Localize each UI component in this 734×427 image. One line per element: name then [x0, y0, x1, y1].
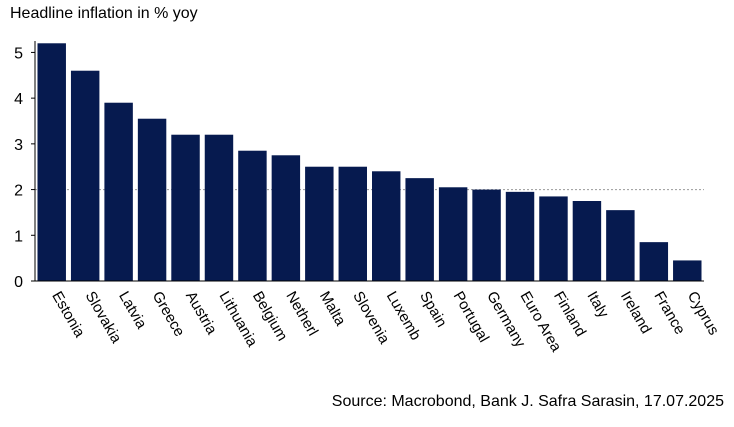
x-tick-label: Italy: [583, 289, 612, 322]
bar-slovenia: [338, 166, 367, 281]
bar-cyprus: [673, 260, 702, 281]
bar-austria: [171, 134, 200, 281]
y-tick-label: 0: [14, 274, 23, 291]
bar-greece: [137, 118, 167, 281]
x-tick-label: Cyprus: [684, 289, 722, 339]
bar-belgium: [238, 150, 267, 281]
bar-latvia: [104, 102, 133, 281]
chart-title: Headline inflation in % yoy: [10, 5, 198, 22]
source-note: Source: Macrobond, Bank J. Safra Sarasin…: [331, 393, 724, 410]
bar-luxemb: [372, 171, 401, 281]
y-tick-label: 4: [14, 91, 23, 108]
y-tick-label: 1: [14, 228, 23, 245]
x-tick-label: Latvia: [115, 289, 150, 333]
bar-lithuania: [204, 134, 234, 281]
bar-netherl: [271, 155, 301, 281]
bar-ireland: [606, 210, 635, 281]
bar-slovakia: [70, 70, 100, 281]
bar-italy: [572, 201, 602, 281]
x-tick-label: France: [650, 289, 688, 338]
bar-euro-area: [505, 191, 535, 281]
bar-portugal: [438, 187, 468, 281]
y-tick-label: 5: [14, 45, 23, 62]
bar-malta: [305, 166, 334, 281]
bar-germany: [472, 189, 501, 281]
bar-spain: [405, 178, 434, 281]
y-tick-label: 3: [14, 137, 23, 154]
y-tick-label: 2: [14, 183, 23, 200]
bar-finland: [539, 196, 568, 281]
bar-france: [639, 242, 669, 281]
x-tick-label: Ireland: [617, 289, 655, 337]
bar-estonia: [37, 43, 66, 282]
x-tick-label: Spain: [416, 289, 450, 331]
x-tick-label: Malta: [316, 289, 349, 330]
